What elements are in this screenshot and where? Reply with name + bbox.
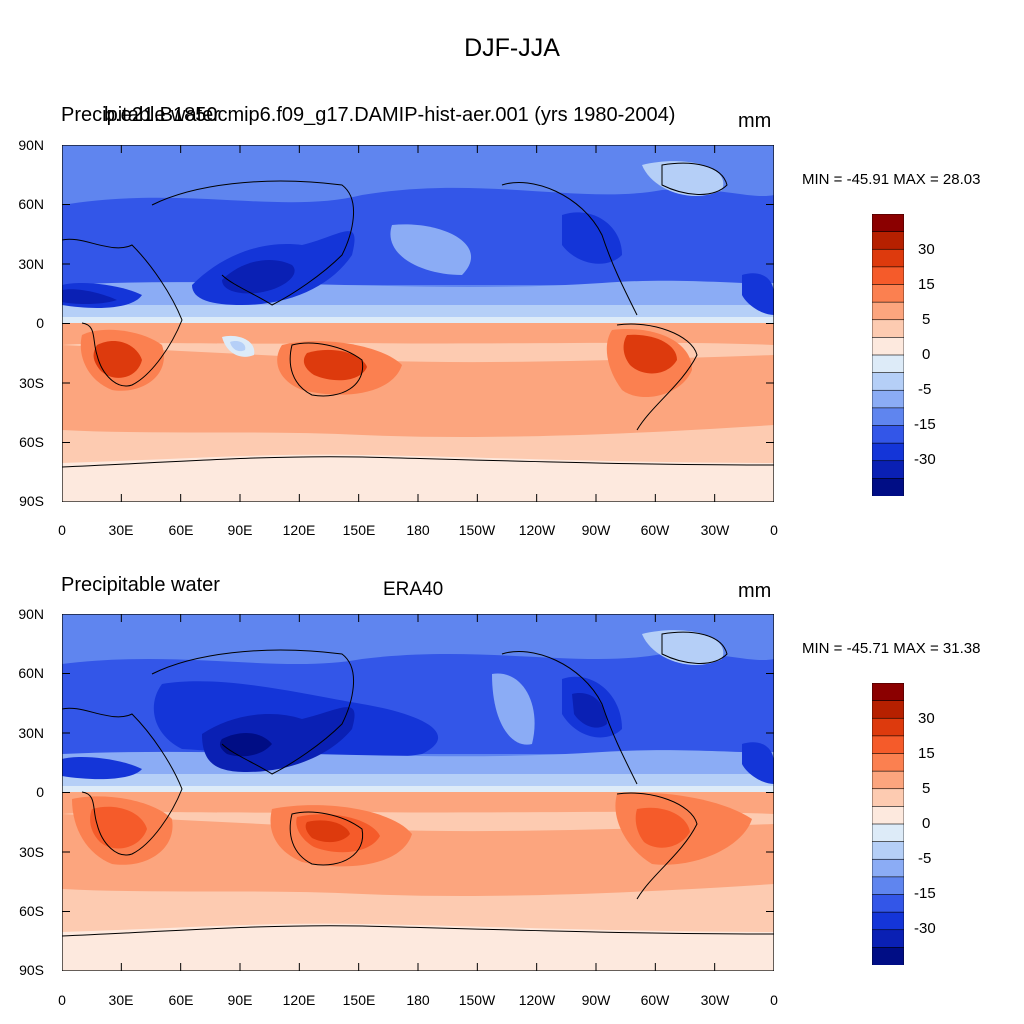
panel2-units: mm — [738, 580, 772, 602]
panel1-colorbar-label: 15 — [918, 276, 935, 293]
panel1-ytick: 0 — [36, 315, 44, 331]
panel2-xtick: 120E — [282, 992, 316, 1008]
colorbar-swatch — [872, 683, 904, 702]
panel2-xtick: 60E — [168, 992, 194, 1008]
panel1-xtick: 150W — [458, 522, 496, 538]
colorbar-swatch — [872, 425, 904, 444]
colorbar-swatch — [872, 301, 904, 321]
panel2-ytick: 60S — [19, 903, 44, 919]
panel2-xtick: 150W — [458, 992, 496, 1008]
panel1-colorbar-label: -5 — [918, 381, 932, 398]
panel1-ytick: 30N — [18, 256, 44, 272]
colorbar-swatch — [872, 717, 904, 737]
colorbar-swatch — [872, 319, 904, 339]
colorbar-swatch — [872, 823, 904, 843]
colorbar-swatch — [872, 788, 904, 808]
panel1-xtick: 0 — [58, 522, 66, 538]
colorbar-swatch — [872, 770, 904, 790]
colorbar-swatch — [872, 214, 904, 233]
panel2-ytick: 90N — [18, 606, 44, 622]
panel1-left-title: Precipitable water — [61, 104, 220, 126]
panel2-colorbar-label: -5 — [918, 850, 932, 867]
colorbar-swatch — [872, 858, 904, 878]
panel2-ytick: 0 — [36, 784, 44, 800]
colorbar-swatch — [872, 478, 904, 496]
panel2-xtick: 0 — [58, 992, 66, 1008]
panel2-left-title: Precipitable water — [61, 574, 220, 596]
panel1-xtick: 60W — [640, 522, 670, 538]
panel1-xtick: 180 — [406, 522, 430, 538]
colorbar-swatch — [872, 841, 904, 861]
panel2-colorbar-label: 15 — [918, 745, 935, 762]
panel1-units: mm — [738, 110, 772, 132]
panel1-ytick: 90N — [18, 137, 44, 153]
colorbar-swatch — [872, 389, 904, 409]
panel1-xtick: 30W — [700, 522, 730, 538]
panel1-xtick: 30E — [108, 522, 134, 538]
panel2-ytick: 60N — [18, 665, 44, 681]
panel2-colorbar-label: 30 — [918, 710, 935, 727]
panel1-center-title: b.e21.B1850cmip6.f09_g17.DAMIP-hist-aer.… — [104, 104, 676, 126]
panel2-xtick: 120W — [518, 992, 556, 1008]
panel2-xtick: 150E — [342, 992, 376, 1008]
panel2-xtick: 180 — [406, 992, 430, 1008]
panel2-colorbar — [872, 683, 904, 965]
panel2-center-title: ERA40 — [383, 579, 444, 600]
panel1-min-max: MIN = -45.91 MAX = 28.03 — [802, 171, 981, 188]
panel1-xtick: 60E — [168, 522, 194, 538]
colorbar-swatch — [872, 337, 904, 356]
colorbar-swatch — [872, 876, 904, 896]
colorbar-swatch — [872, 700, 904, 720]
panel2-xtick: 60W — [640, 992, 670, 1008]
panel1-ytick: 30S — [19, 375, 44, 391]
panel2-xtick: 30E — [108, 992, 134, 1008]
colorbar-swatch — [872, 753, 904, 772]
panel1-ytick: 60S — [19, 434, 44, 450]
panel2-ytick: 90S — [19, 962, 44, 978]
panel1-xtick: 150E — [342, 522, 376, 538]
colorbar-swatch — [872, 947, 904, 965]
panel1-colorbar-label: 30 — [918, 241, 935, 258]
panel1-colorbar-label: -30 — [914, 451, 936, 468]
panel2-map — [62, 614, 774, 971]
panel2-ytick: 30S — [19, 844, 44, 860]
panel2-ytick: 30N — [18, 725, 44, 741]
colorbar-swatch — [872, 806, 904, 825]
colorbar-swatch — [872, 735, 904, 755]
colorbar-swatch — [872, 354, 904, 374]
colorbar-swatch — [872, 266, 904, 286]
panel2-colorbar-label: 5 — [922, 780, 931, 797]
panel1-colorbar-label: 0 — [922, 346, 931, 363]
colorbar-swatch — [872, 442, 904, 462]
colorbar-swatch — [872, 372, 904, 392]
panel1-xtick: 90E — [227, 522, 253, 538]
panel2-colorbar-label: -15 — [914, 885, 936, 902]
panel1-colorbar — [872, 214, 904, 496]
colorbar-swatch — [872, 248, 904, 268]
colorbar-swatch — [872, 407, 904, 427]
panel1-xtick: 0 — [770, 522, 778, 538]
panel1-xtick: 90W — [581, 522, 611, 538]
panel1-colorbar-label: 5 — [922, 311, 931, 328]
panel2-min-max: MIN = -45.71 MAX = 31.38 — [802, 640, 981, 657]
colorbar-swatch — [872, 894, 904, 913]
panel2-xtick: 30W — [700, 992, 730, 1008]
panel2-colorbar-label: 0 — [922, 815, 931, 832]
colorbar-swatch — [872, 929, 904, 949]
panel1-colorbar-label: -15 — [914, 416, 936, 433]
panel1-ytick: 90S — [19, 493, 44, 509]
panel2-colorbar-label: -30 — [914, 920, 936, 937]
panel2-xtick: 90W — [581, 992, 611, 1008]
panel2-xtick: 90E — [227, 992, 253, 1008]
colorbar-swatch — [872, 911, 904, 931]
panel2-xtick: 0 — [770, 992, 778, 1008]
colorbar-swatch — [872, 231, 904, 251]
colorbar-swatch — [872, 284, 904, 303]
figure-title: DJF-JJA — [464, 34, 560, 62]
colorbar-swatch — [872, 460, 904, 480]
panel1-xtick: 120E — [282, 522, 316, 538]
panel1-xtick: 120W — [518, 522, 556, 538]
panel1-ytick: 60N — [18, 196, 44, 212]
panel1-map — [62, 145, 774, 502]
